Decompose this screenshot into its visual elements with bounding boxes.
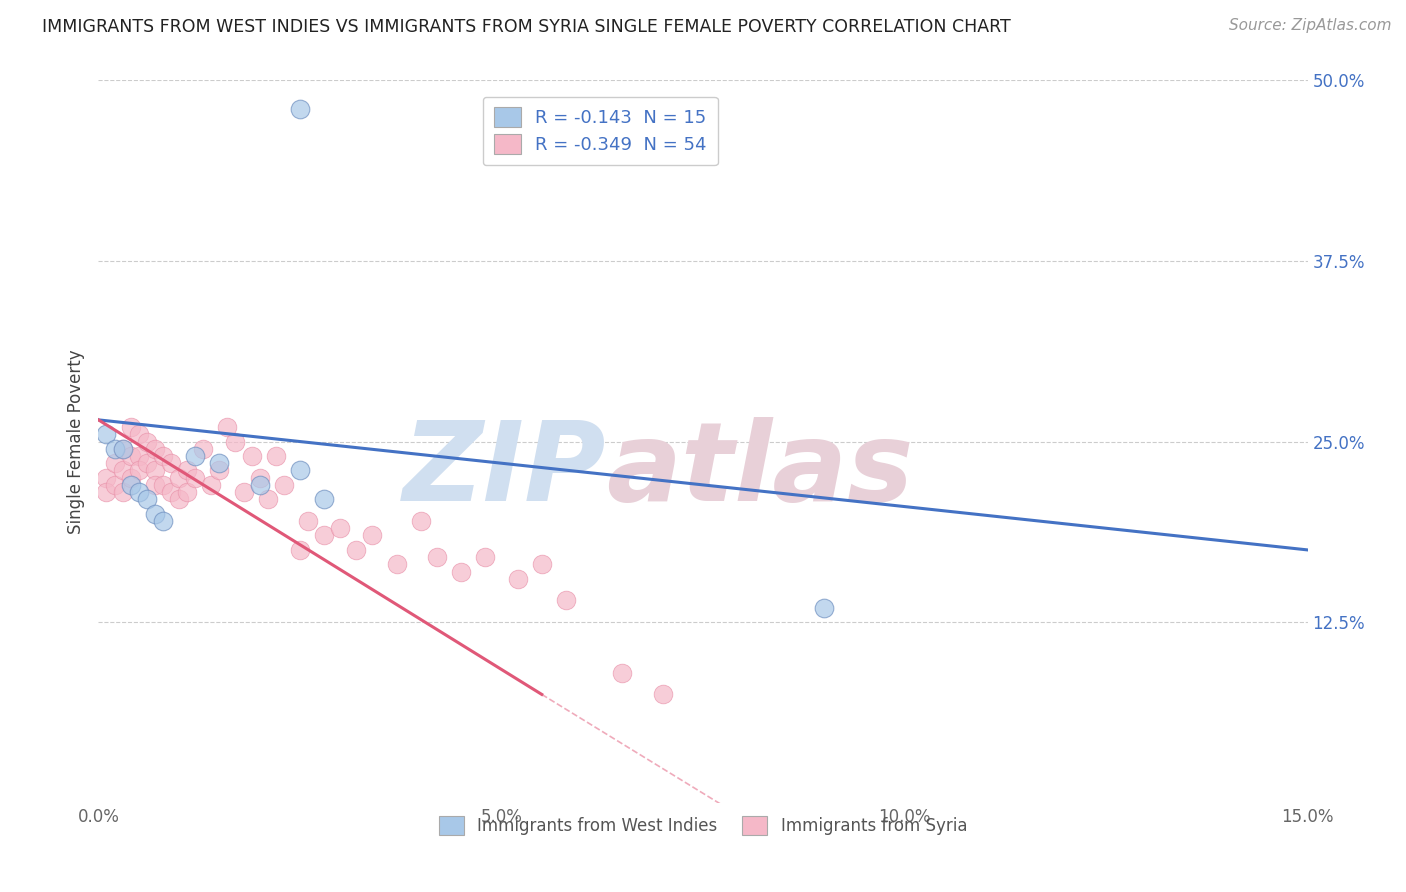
Point: [143, 478, 166, 492]
Point: [264, 449, 287, 463]
Point: [128, 427, 150, 442]
Point: [288, 542, 311, 557]
Point: [111, 442, 134, 456]
Point: [612, 665, 634, 680]
Point: [160, 456, 183, 470]
Point: [297, 514, 319, 528]
Point: [224, 434, 246, 449]
Point: [409, 514, 432, 528]
Point: [813, 600, 835, 615]
Point: [208, 463, 231, 477]
Point: [208, 456, 231, 470]
Point: [167, 492, 190, 507]
Point: [96, 485, 118, 500]
Point: [314, 528, 336, 542]
Point: [200, 478, 222, 492]
Point: [152, 478, 174, 492]
Point: [651, 687, 673, 701]
Point: [249, 470, 271, 484]
Point: [240, 449, 263, 463]
Point: [111, 485, 134, 500]
Point: [314, 492, 336, 507]
Point: [120, 470, 142, 484]
Text: atlas: atlas: [606, 417, 914, 524]
Point: [184, 470, 207, 484]
Point: [249, 478, 271, 492]
Point: [193, 442, 215, 456]
Point: [143, 507, 166, 521]
Point: [103, 478, 125, 492]
Point: [152, 514, 174, 528]
Text: ZIP: ZIP: [402, 417, 606, 524]
Point: [555, 593, 578, 607]
Point: [273, 478, 295, 492]
Point: [103, 456, 125, 470]
Point: [128, 463, 150, 477]
Point: [143, 442, 166, 456]
Point: [288, 102, 311, 116]
Point: [103, 442, 125, 456]
Point: [176, 463, 198, 477]
Point: [288, 463, 311, 477]
Text: IMMIGRANTS FROM WEST INDIES VS IMMIGRANTS FROM SYRIA SINGLE FEMALE POVERTY CORRE: IMMIGRANTS FROM WEST INDIES VS IMMIGRANT…: [42, 18, 1011, 36]
Point: [135, 434, 157, 449]
Point: [160, 485, 183, 500]
Point: [135, 456, 157, 470]
Point: [176, 485, 198, 500]
Point: [167, 470, 190, 484]
Point: [385, 558, 408, 572]
Point: [111, 463, 134, 477]
Point: [120, 449, 142, 463]
Text: Source: ZipAtlas.com: Source: ZipAtlas.com: [1229, 18, 1392, 33]
Point: [120, 420, 142, 434]
Legend: Immigrants from West Indies, Immigrants from Syria: Immigrants from West Indies, Immigrants …: [429, 806, 977, 845]
Point: [232, 485, 254, 500]
Point: [128, 485, 150, 500]
Point: [329, 521, 352, 535]
Point: [143, 463, 166, 477]
Point: [217, 420, 239, 434]
Point: [506, 572, 529, 586]
Point: [128, 449, 150, 463]
Point: [344, 542, 367, 557]
Point: [135, 492, 157, 507]
Point: [450, 565, 472, 579]
Point: [120, 478, 142, 492]
Point: [152, 449, 174, 463]
Point: [111, 442, 134, 456]
Point: [96, 470, 118, 484]
Point: [96, 427, 118, 442]
Y-axis label: Single Female Poverty: Single Female Poverty: [66, 350, 84, 533]
Point: [184, 449, 207, 463]
Point: [426, 550, 449, 565]
Point: [474, 550, 496, 565]
Point: [530, 558, 553, 572]
Point: [361, 528, 384, 542]
Point: [256, 492, 278, 507]
